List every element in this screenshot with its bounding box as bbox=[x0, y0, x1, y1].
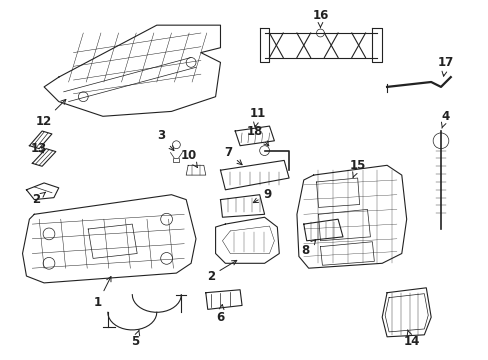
Text: 2: 2 bbox=[206, 260, 236, 283]
Text: 7: 7 bbox=[224, 146, 242, 165]
Text: 6: 6 bbox=[216, 305, 224, 324]
Text: 16: 16 bbox=[312, 9, 328, 28]
Text: 15: 15 bbox=[349, 159, 365, 177]
Text: 18: 18 bbox=[246, 125, 268, 146]
Text: 4: 4 bbox=[441, 110, 449, 128]
Text: 13: 13 bbox=[31, 142, 47, 155]
Text: 17: 17 bbox=[437, 56, 453, 76]
Text: 2: 2 bbox=[32, 192, 45, 206]
Text: 10: 10 bbox=[181, 149, 197, 167]
Text: 1: 1 bbox=[94, 276, 111, 309]
Text: 5: 5 bbox=[131, 330, 140, 348]
Text: 12: 12 bbox=[36, 99, 66, 128]
Text: 14: 14 bbox=[403, 330, 419, 348]
Text: 8: 8 bbox=[301, 240, 315, 257]
Text: 11: 11 bbox=[249, 107, 265, 127]
Text: 3: 3 bbox=[157, 129, 174, 150]
Text: 9: 9 bbox=[253, 188, 271, 203]
